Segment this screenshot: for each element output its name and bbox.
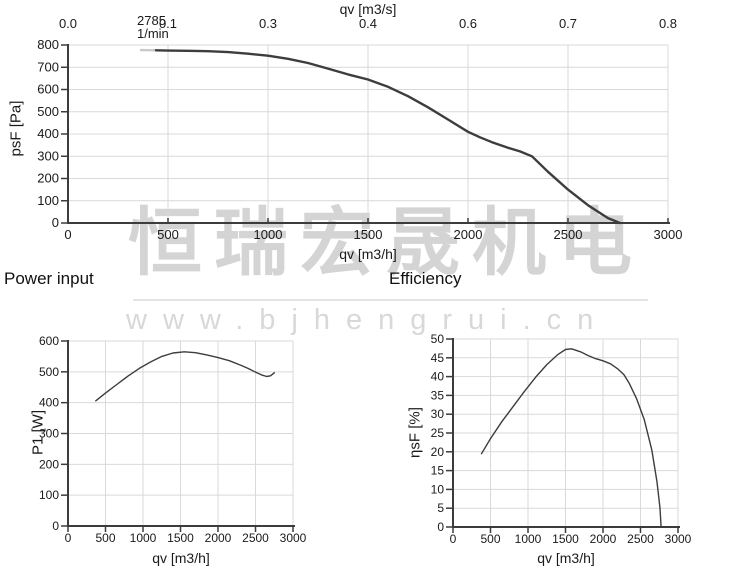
power-chart: 0 500 1000 1500 2000 2500 3000 0 100 200 300 400 500… xyxy=(39,334,307,545)
y-tick-label: 300 xyxy=(37,148,59,163)
y-tick-label: 30 xyxy=(431,407,445,421)
pressure-x-axis-title: qv [m3/h] xyxy=(339,246,397,262)
x-tick-label: 1500 xyxy=(167,531,194,545)
pressure-chart: 0 500 1000 1500 2000 2500 3000 0 100 200 300 400 500… xyxy=(37,16,682,242)
x-tick-label: 1000 xyxy=(130,531,157,545)
x-tick-label: 500 xyxy=(480,532,500,546)
y-tick-label: 40 xyxy=(431,370,445,384)
x-tick-label: 1000 xyxy=(254,227,283,242)
power-y-axis-title: P1 [W] xyxy=(29,410,47,456)
pressure-top-axis-title: qv [m3/s] xyxy=(339,1,397,17)
y-tick-label: 600 xyxy=(39,334,59,348)
y-tick-label: 35 xyxy=(431,388,445,402)
x2-tick-label: 0.6 xyxy=(459,16,477,31)
x-tick-label: 3000 xyxy=(654,227,683,242)
watermark-underline xyxy=(133,299,648,301)
power-x-axis-title: qv [m3/h] xyxy=(152,550,210,566)
x2-tick-label: 0.4 xyxy=(359,16,377,31)
fan-speed-unit: 1/min xyxy=(137,26,169,41)
y-tick-label: 0 xyxy=(437,520,444,534)
efficiency-chart-title: Efficiency xyxy=(389,269,462,288)
fan-speed-value: 2785 xyxy=(137,13,166,28)
x-tick-label: 2000 xyxy=(454,227,483,242)
x2-tick-label: 0.0 xyxy=(59,16,77,31)
y-tick-label: 400 xyxy=(39,396,59,410)
x2-tick-label: 0.3 xyxy=(259,16,277,31)
x-tick-label: 2000 xyxy=(590,532,617,546)
efficiency-chart: 0 500 1000 1500 2000 2500 3000 0 5 10 15 20 25 30 35 40… xyxy=(431,332,692,546)
x-tick-label: 3000 xyxy=(280,531,307,545)
y-tick-label: 200 xyxy=(37,171,59,186)
x-tick-label: 1000 xyxy=(515,532,542,546)
y-tick-label: 50 xyxy=(431,332,445,346)
power-curve xyxy=(95,351,275,402)
pressure-y-axis-title: psF [Pa] xyxy=(7,100,25,157)
watermark-url-text: www.bjhengrui.cn xyxy=(126,304,610,336)
y-tick-label: 15 xyxy=(431,464,445,478)
x-tick-label: 2000 xyxy=(205,531,232,545)
x-tick-label: 2500 xyxy=(554,227,583,242)
x2-tick-label: 0.1 xyxy=(159,16,177,31)
x-tick-label: 0 xyxy=(64,227,71,242)
y-tick-label: 600 xyxy=(37,82,59,97)
x-tick-label: 500 xyxy=(157,227,179,242)
y-tick-label: 5 xyxy=(437,501,444,515)
x-tick-label: 0 xyxy=(450,532,457,546)
y-tick-label: 800 xyxy=(37,37,59,52)
y-tick-label: 0 xyxy=(52,519,59,533)
y-tick-label: 0 xyxy=(52,215,59,230)
x-tick-label: 500 xyxy=(95,531,115,545)
y-tick-label: 20 xyxy=(431,445,445,459)
y-tick-label: 200 xyxy=(39,457,59,471)
x2-tick-label: 0.7 xyxy=(559,16,577,31)
x-tick-label: 3000 xyxy=(665,532,692,546)
y-tick-label: 300 xyxy=(39,427,59,441)
power-chart-title: Power input xyxy=(4,269,94,288)
y-tick-label: 45 xyxy=(431,351,445,365)
y-tick-label: 100 xyxy=(39,488,59,502)
y-tick-label: 10 xyxy=(431,482,445,496)
x2-tick-label: 0.8 xyxy=(659,16,677,31)
efficiency-y-axis-title: ηsF [%] xyxy=(406,407,424,458)
y-tick-label: 700 xyxy=(37,59,59,74)
x-tick-label: 1500 xyxy=(552,532,579,546)
y-tick-label: 500 xyxy=(37,104,59,119)
y-tick-label: 25 xyxy=(431,426,445,440)
x-tick-label: 1500 xyxy=(354,227,383,242)
y-tick-label: 500 xyxy=(39,365,59,379)
y-tick-label: 400 xyxy=(37,126,59,141)
watermark-cjk-text: 恒瑞宏晟机电 xyxy=(128,201,644,284)
fan-speed-annotation: 2785 1/min xyxy=(137,14,169,40)
y-tick-label: 100 xyxy=(37,193,59,208)
x-tick-label: 0 xyxy=(65,531,72,545)
x-tick-label: 2500 xyxy=(627,532,654,546)
efficiency-x-axis-title: qv [m3/h] xyxy=(537,550,595,566)
pressure-curve xyxy=(154,49,622,225)
x-tick-label: 2500 xyxy=(242,531,269,545)
efficiency-curve xyxy=(480,348,662,528)
